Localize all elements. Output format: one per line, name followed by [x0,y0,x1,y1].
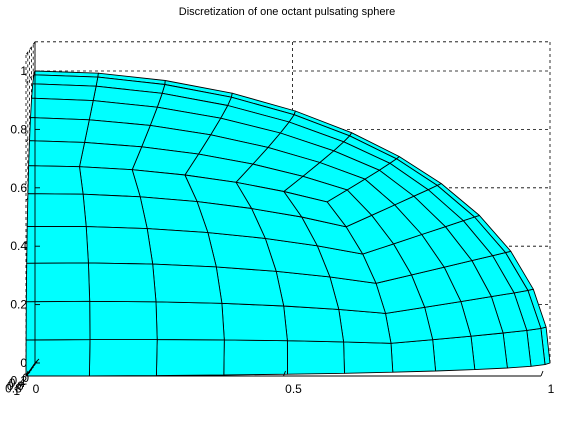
x-tick-mark [27,369,33,374]
surface-patch [28,140,86,168]
x-tick-mark [32,361,38,366]
z-tick-label: 0 [20,356,27,370]
surface-patch [79,166,141,198]
surface-patch [215,266,285,307]
y-tick-label: 0.5 [285,382,302,396]
box-top-side-edge [25,41,36,56]
surface-patch [89,300,158,341]
x-tick-label: 1 [13,384,20,398]
grid-line-z-side [25,70,36,85]
surface-patch [79,141,143,171]
surface-patch [155,339,225,377]
y-tick-mark [540,370,544,377]
surface-patch [26,193,87,228]
y-tick-label: 1 [548,382,555,396]
z-tick-label: 0.4 [10,239,27,253]
surface-patch [88,339,158,377]
surface-patch [502,329,532,369]
z-tick-label: 1 [20,64,27,78]
z-tick-label: 0.6 [10,181,27,195]
x-tick-label: 0.4 [9,376,26,390]
surface-patch [139,196,209,234]
z-tick-label: 0.8 [10,122,27,136]
surface-patch [82,193,148,230]
z-tick-label: 0.2 [10,298,27,312]
surface-patch [29,117,90,143]
surface-patch [30,97,94,121]
surface-patch [26,226,89,264]
x-tick-mark [29,366,34,372]
surface-patch [146,228,217,268]
surface-patch [31,83,97,102]
surface-patch [223,339,288,376]
surface-patch [286,340,345,375]
surface-patch [25,339,91,377]
y-tick-mark [283,370,286,377]
x-tick-mark [31,363,36,369]
x-tick-label: 0.6 [7,379,24,393]
surface-patch [283,305,345,343]
surface-patch [338,308,392,344]
x-tick-label: 0.2 [11,374,28,388]
x-tick-mark [34,358,40,364]
surface-patch [27,165,84,195]
y-tick-label: 0 [33,382,40,396]
surface-patch [221,302,288,342]
surface-patch [390,339,437,373]
surface-patch [155,301,225,341]
surface-patch [87,262,157,303]
surface-patch [470,332,508,371]
surface-patch [25,262,91,303]
x-tick-label: 0.8 [5,381,22,395]
surface-patch [25,300,91,341]
surface-layer [25,70,551,377]
surface-patch [343,341,394,374]
surface-patch [152,263,223,304]
surface-patch [432,335,476,372]
surface-patch [85,226,154,265]
chart-title: Discretization of one octant pulsating s… [179,6,395,18]
x-tick-label: 0 [22,371,29,385]
y-tick-mark [25,370,29,377]
